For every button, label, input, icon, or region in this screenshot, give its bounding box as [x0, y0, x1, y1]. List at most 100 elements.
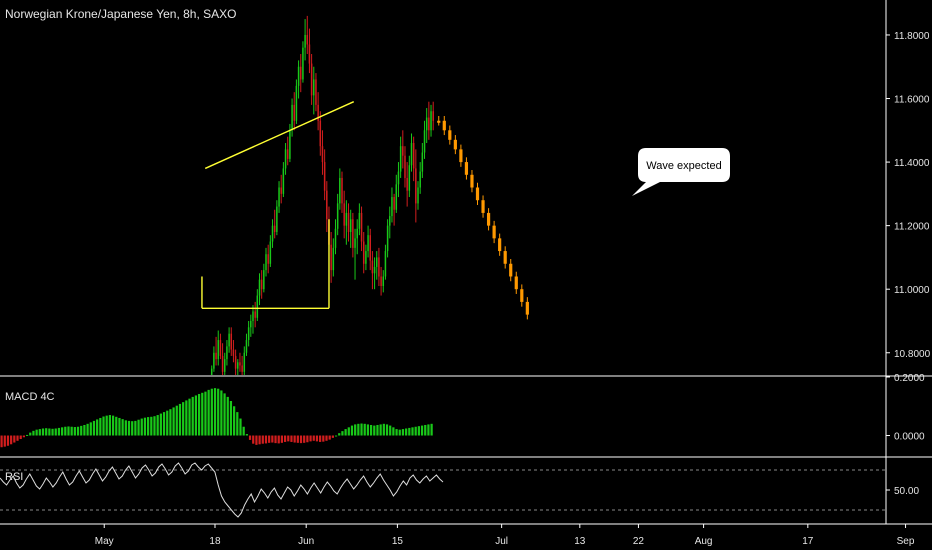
candle	[341, 171, 343, 213]
macd-bar	[64, 426, 67, 436]
candle-body	[425, 117, 428, 131]
candle	[271, 219, 274, 248]
candle	[297, 60, 300, 99]
macd-bar	[325, 435, 328, 441]
macd-bar	[172, 407, 175, 436]
macd-bar	[319, 435, 322, 442]
macd-bar	[194, 395, 198, 436]
macd-bar	[204, 391, 207, 436]
macd-bar	[280, 435, 284, 443]
macd-bar	[137, 419, 140, 436]
macd-bar	[366, 424, 370, 436]
candle	[349, 209, 352, 248]
candle-body	[243, 352, 246, 372]
candle	[226, 340, 228, 366]
candle	[321, 130, 324, 175]
candle-body	[297, 66, 300, 86]
macd-bar	[83, 424, 86, 436]
macd-bar	[10, 435, 13, 445]
macd-bar	[134, 420, 137, 436]
candle-body	[237, 362, 239, 369]
candle-body	[430, 111, 432, 131]
candle-body	[234, 355, 237, 369]
macd-bar	[350, 425, 354, 436]
candle	[393, 193, 395, 226]
macd-bar	[54, 428, 57, 436]
candle-body	[319, 120, 322, 147]
candle-body	[315, 79, 317, 105]
candle	[217, 330, 220, 366]
candle-body	[421, 152, 424, 172]
candle	[252, 305, 254, 334]
candle	[375, 251, 378, 280]
macd-bar	[156, 415, 159, 436]
wave-callout: Wave expected	[632, 148, 730, 196]
macd-bar	[226, 396, 229, 436]
x-tick-label: Jul	[495, 536, 508, 547]
candle-body	[356, 228, 358, 239]
candle	[263, 263, 265, 293]
macd-bar	[86, 423, 89, 436]
candle	[302, 41, 304, 83]
macd-bar	[271, 435, 274, 443]
macd-bar	[99, 417, 102, 436]
macd-bar	[331, 435, 334, 438]
candle	[419, 162, 421, 194]
y-tick-label: 11.2000	[894, 222, 930, 233]
macd-bar	[398, 429, 401, 436]
candle	[330, 231, 332, 283]
candle	[326, 181, 328, 232]
candle-body	[399, 146, 402, 172]
candle	[404, 146, 406, 188]
candle	[317, 92, 319, 131]
rsi-label: RSI	[5, 471, 23, 483]
candle	[265, 247, 267, 277]
candle	[256, 289, 259, 321]
candle-body	[210, 368, 213, 375]
candle	[358, 203, 361, 236]
candle-body	[365, 251, 367, 264]
candle	[378, 247, 380, 287]
candle-body	[375, 257, 378, 267]
projection-body	[459, 149, 463, 163]
candle	[334, 219, 337, 255]
candle	[347, 203, 350, 242]
candle-body	[347, 212, 350, 232]
candle-body	[228, 333, 230, 347]
x-tick-label: 22	[633, 536, 645, 547]
candle	[412, 136, 415, 182]
candle-body	[345, 212, 348, 226]
candle	[280, 174, 282, 204]
candle-body	[360, 212, 363, 242]
y-tick-label: 0.2000	[894, 373, 925, 384]
candle-body	[382, 276, 385, 287]
candle-body	[299, 66, 302, 80]
macd-bar	[67, 426, 70, 436]
candle	[428, 101, 430, 140]
candle-body	[415, 168, 417, 204]
macd-bar	[140, 418, 143, 436]
candle-body	[428, 117, 430, 131]
candle	[421, 143, 424, 178]
y-tick-label: 11.0000	[894, 285, 930, 296]
candle-body	[371, 260, 374, 274]
y-tick-label: 50.00	[894, 486, 919, 497]
candle	[219, 333, 222, 360]
macd-bar	[223, 393, 226, 436]
macd-bar	[3, 435, 6, 447]
macd-bar	[169, 409, 172, 436]
candle-body	[250, 320, 252, 328]
macd-bar	[76, 426, 80, 436]
macd-bar	[258, 435, 261, 445]
projection-body	[492, 225, 496, 239]
candle	[239, 352, 241, 372]
candle-body	[256, 295, 259, 318]
candle-body	[349, 219, 352, 232]
candle	[213, 346, 215, 372]
candle	[323, 149, 326, 201]
macd-bar	[293, 435, 296, 443]
macd-bar	[6, 435, 10, 446]
macd-bar	[121, 419, 124, 436]
candle-body	[265, 254, 267, 271]
